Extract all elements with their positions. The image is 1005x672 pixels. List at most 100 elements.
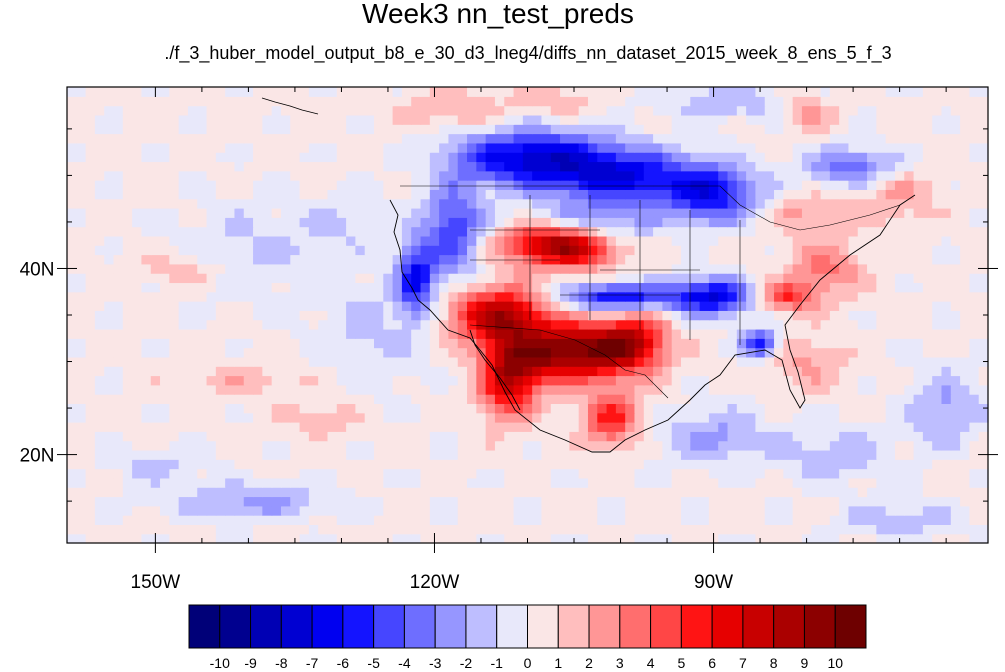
field-cell xyxy=(848,515,859,525)
field-cell xyxy=(904,207,915,218)
field-cell xyxy=(327,477,338,488)
field-cell xyxy=(94,319,105,330)
field-cell xyxy=(904,282,915,293)
field-cell xyxy=(327,403,338,414)
field-cell xyxy=(206,273,217,284)
field-cell xyxy=(392,515,403,525)
field-cell xyxy=(774,189,784,200)
field-cell xyxy=(67,254,77,265)
field-cell xyxy=(950,133,961,144)
field-cell xyxy=(941,328,952,339)
colorbar-box xyxy=(403,604,436,649)
field-cell xyxy=(904,254,915,265)
field-cell xyxy=(643,487,654,498)
field-cell xyxy=(978,328,989,339)
field-cell xyxy=(969,198,980,209)
field-cell xyxy=(560,468,570,479)
field-cell xyxy=(969,217,980,228)
field-cell xyxy=(606,226,617,237)
field-cell xyxy=(150,198,161,209)
field-cell xyxy=(262,226,273,237)
field-cell xyxy=(411,282,422,293)
field-cell xyxy=(253,124,263,135)
field-cell xyxy=(513,254,524,265)
field-cell xyxy=(662,440,673,451)
field-cell xyxy=(857,142,868,153)
field-cell xyxy=(894,375,905,386)
field-cell xyxy=(932,96,943,107)
field-cell xyxy=(253,412,263,423)
field-cell xyxy=(950,142,961,153)
field-cell xyxy=(448,468,459,479)
field-cell xyxy=(476,263,487,274)
field-cell xyxy=(234,114,245,125)
field-cell xyxy=(820,180,831,190)
field-cell xyxy=(867,310,877,321)
field-cell xyxy=(392,198,403,209)
field-cell xyxy=(346,301,356,311)
field-cell xyxy=(132,515,143,525)
colorbar-box xyxy=(527,604,559,649)
field-cell xyxy=(746,105,757,116)
field-cell xyxy=(253,477,263,488)
field-cell xyxy=(820,217,831,228)
field-cell xyxy=(429,105,440,116)
field-cell xyxy=(643,207,654,218)
field-cell xyxy=(113,235,124,246)
field-cell xyxy=(699,310,710,321)
field-cell xyxy=(857,347,868,358)
field-cell xyxy=(643,133,654,144)
field-cell xyxy=(764,440,775,451)
field-cell xyxy=(94,142,105,153)
field-cell xyxy=(318,180,329,190)
field-cell xyxy=(811,189,822,200)
field-cell xyxy=(978,282,989,293)
field-cell xyxy=(169,394,180,405)
field-cell xyxy=(522,319,533,330)
field-cell xyxy=(820,133,831,144)
field-cell xyxy=(960,375,970,386)
field-cell xyxy=(67,291,77,302)
field-cell xyxy=(476,505,487,516)
field-cell xyxy=(801,403,812,414)
field-cell xyxy=(690,198,701,209)
field-cell xyxy=(494,487,505,498)
field-cell xyxy=(792,291,803,302)
colorbar-box xyxy=(465,604,498,649)
field-cell xyxy=(922,403,933,414)
field-cell xyxy=(178,375,189,386)
field-cell xyxy=(541,207,552,218)
field-cell xyxy=(978,440,989,451)
field-cell xyxy=(811,142,822,153)
field-cell xyxy=(625,403,636,414)
field-cell xyxy=(774,477,784,488)
field-cell xyxy=(746,170,757,181)
field-cell xyxy=(299,328,310,339)
field-cell xyxy=(867,524,877,535)
field-cell xyxy=(299,235,310,246)
field-cell xyxy=(811,180,822,190)
field-cell xyxy=(401,124,412,135)
field-cell xyxy=(811,505,822,516)
field-cell xyxy=(690,235,701,246)
field-cell xyxy=(885,422,896,432)
field-cell xyxy=(848,263,859,274)
field-cell xyxy=(253,301,263,311)
field-cell xyxy=(904,394,915,405)
field-cell xyxy=(318,468,329,479)
field-cell xyxy=(411,477,422,488)
field-cell xyxy=(643,310,654,321)
field-cell xyxy=(857,170,868,181)
field-cell xyxy=(113,533,124,544)
field-cell xyxy=(615,301,626,311)
field-cell xyxy=(820,347,831,358)
field-cell xyxy=(318,235,329,246)
field-cell xyxy=(922,170,933,181)
field-cell xyxy=(615,273,626,284)
field-cell xyxy=(336,449,347,460)
field-cell xyxy=(420,180,431,190)
field-cell xyxy=(811,124,822,135)
field-cell xyxy=(504,487,515,498)
field-cell xyxy=(764,515,775,525)
field-cell xyxy=(708,124,719,135)
